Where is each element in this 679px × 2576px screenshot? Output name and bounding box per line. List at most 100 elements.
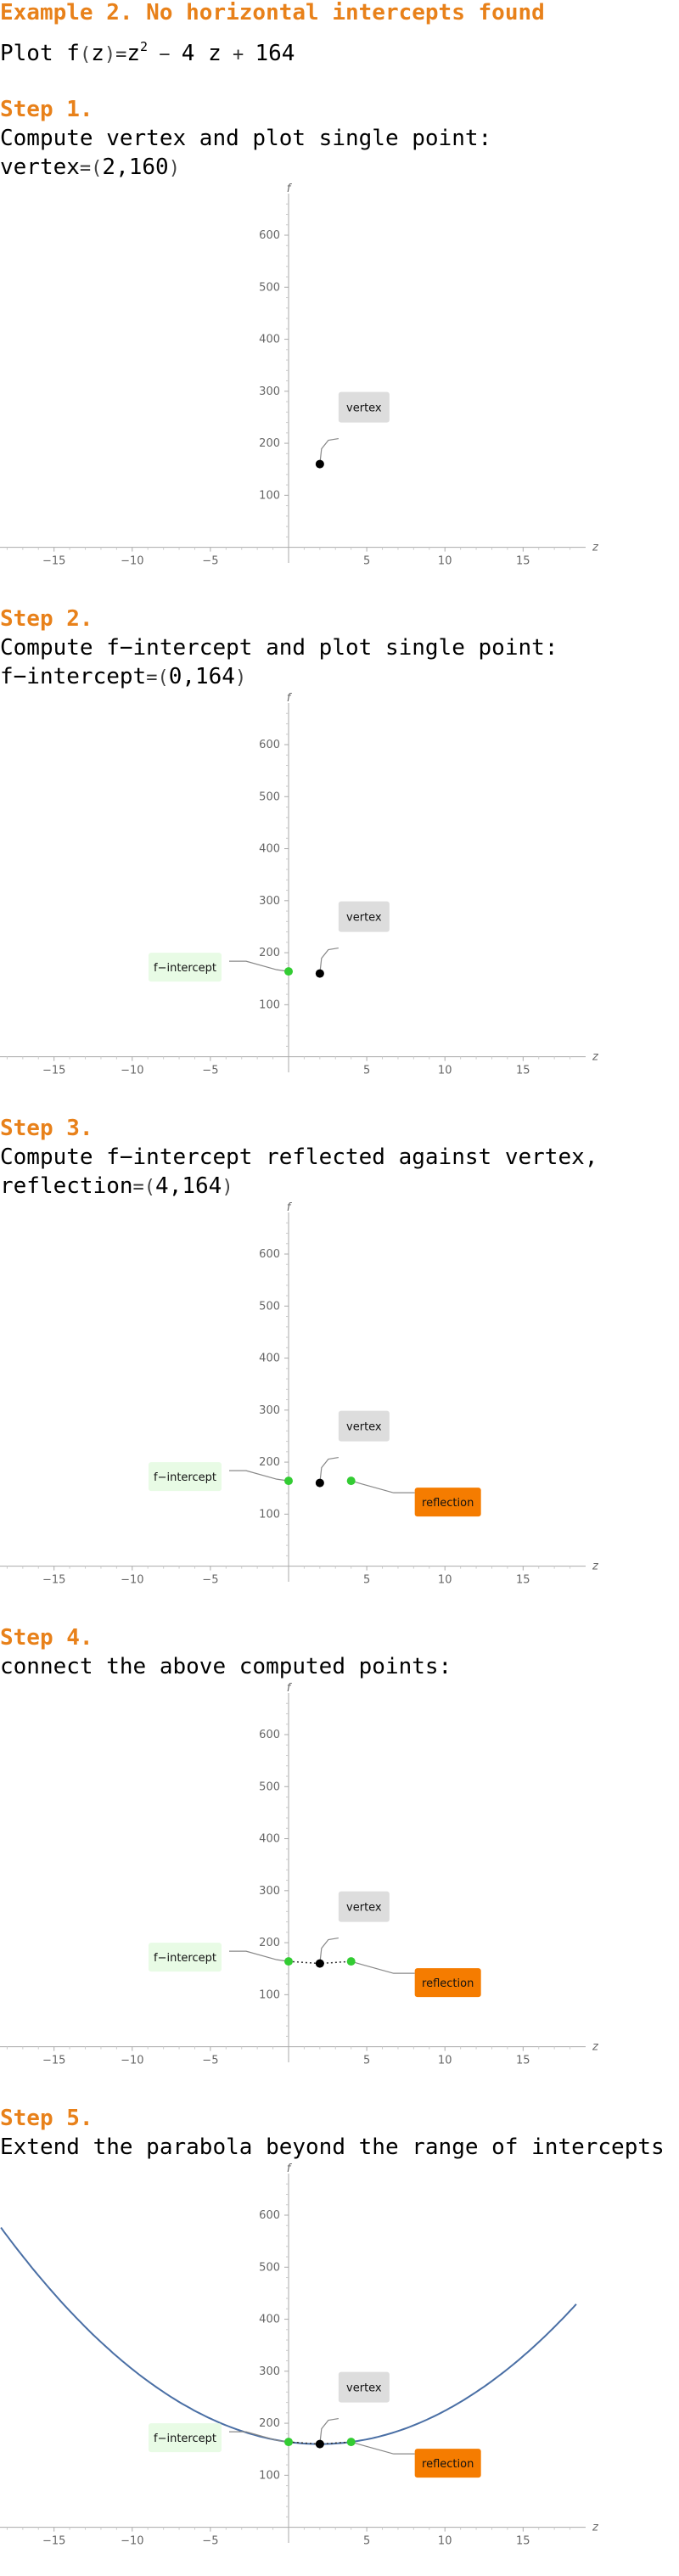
operator-minus: − — [159, 44, 171, 65]
step-4-text: connect the above computed points: — [0, 1654, 452, 1679]
y-tick-label: 300 — [259, 1404, 280, 1417]
x-tick-label: 15 — [516, 1574, 530, 1587]
close-paren: ) — [222, 1177, 233, 1198]
step-3-chart: −15 −10 −5 5 10 15 100 200 300 400 500 600 z f f−inter… — [0, 1201, 599, 1587]
f-intercept-point — [284, 2438, 293, 2447]
y-axis-label: f — [287, 1682, 293, 1695]
vertex-label: vertex — [346, 1902, 382, 1915]
equals-sign: = — [146, 667, 158, 689]
step-5-text: Extend the parabola beyond the range of … — [0, 2134, 665, 2160]
y-tick-label: 200 — [259, 2417, 280, 2430]
y-tick-label: 100 — [259, 489, 280, 502]
term-1-base: z — [126, 41, 140, 66]
step-1-result-value: 2,160 — [102, 155, 169, 180]
x-tick-label: 10 — [438, 2055, 452, 2067]
f-intercept-point — [284, 1957, 293, 1966]
equals-sign: = — [115, 44, 127, 65]
reflection-point — [346, 2438, 356, 2447]
step-1-label: Step 1. — [0, 97, 93, 122]
plot-function-line: Plot f(z)=z2 − 4 z + 164 — [0, 32, 295, 70]
x-tick-label: 10 — [438, 2535, 452, 2548]
y-tick-label: 200 — [259, 1456, 280, 1469]
y-tick-label: 200 — [259, 437, 280, 450]
vertex-label-box — [338, 2371, 390, 2403]
x-tick-label: 15 — [516, 2055, 530, 2067]
reflection-label-box — [414, 2449, 481, 2478]
y-tick-label: 500 — [259, 281, 280, 294]
x-tick-label: −5 — [202, 2055, 218, 2067]
callout-leader — [229, 2431, 289, 2443]
step-5-chart: −15 −10 −5 5 10 15 100 200 300 400 500 600 z f f−inter… — [0, 2163, 599, 2548]
f-intercept-point — [284, 967, 293, 976]
reflection-label-box — [414, 1488, 481, 1517]
y-axis-label: f — [287, 1201, 293, 1214]
f-intercept-point — [284, 1476, 293, 1486]
x-tick-label: −15 — [42, 555, 65, 568]
step-2-chart: −15 −10 −5 5 10 15 100 200 300 400 500 600 z f f−inter… — [0, 692, 599, 1077]
x-tick-label: 5 — [363, 555, 370, 568]
y-tick-label: 500 — [259, 1300, 280, 1313]
x-tick-label: −15 — [42, 2535, 65, 2548]
step-2-result-value: 0,164 — [168, 664, 235, 689]
vertex-label-box — [338, 1891, 390, 1922]
callout-leader — [229, 960, 289, 972]
y-axis-label: f — [287, 2163, 293, 2175]
step-3-label: Step 3. — [0, 1116, 93, 1141]
reflection-label-box — [414, 1968, 481, 1998]
close-paren: ) — [168, 158, 180, 179]
step-1-result-name: vertex — [0, 155, 80, 180]
x-tick-label: −10 — [121, 1065, 143, 1077]
reflection-label: reflection — [422, 2458, 474, 2471]
vertex-label-box — [338, 1410, 390, 1442]
y-tick-label: 600 — [259, 739, 280, 751]
x-tick-label: 15 — [516, 555, 530, 568]
x-tick-label: 10 — [438, 555, 452, 568]
step-3-text: Compute f−intercept reflected against ve… — [0, 1145, 598, 1170]
x-tick-label: 10 — [438, 1574, 452, 1587]
equals-sign: = — [132, 1177, 144, 1198]
callout-leader — [229, 1950, 289, 1962]
y-tick-label: 200 — [259, 947, 280, 959]
y-tick-label: 100 — [259, 1508, 280, 1521]
y-tick-label: 400 — [259, 2314, 280, 2326]
callout-leader — [229, 1470, 289, 1482]
step-4-chart: −15 −10 −5 5 10 15 100 200 300 400 500 600 z f f−inter… — [0, 1682, 599, 2067]
step-2-result-name: f−intercept — [0, 664, 147, 689]
y-tick-label: 600 — [259, 1729, 280, 1741]
x-tick-label: 10 — [438, 1065, 452, 1077]
x-tick-label: −5 — [202, 2535, 218, 2548]
open-paren: ( — [157, 667, 169, 689]
x-axis-label: z — [592, 2522, 599, 2534]
x-tick-label: −10 — [121, 2055, 143, 2067]
f-intercept-label: f−intercept — [154, 1952, 216, 1965]
open-paren: ( — [79, 44, 92, 65]
y-tick-label: 400 — [259, 1833, 280, 1846]
y-tick-label: 300 — [259, 1885, 280, 1898]
step-1-text: Compute vertex and plot single point: — [0, 126, 492, 151]
callout-leader — [319, 1457, 339, 1483]
vertex-point — [315, 1478, 324, 1488]
y-axis-label: f — [287, 692, 293, 705]
x-tick-label: 5 — [363, 1574, 370, 1587]
equals-sign: = — [79, 158, 92, 179]
y-tick-label: 400 — [259, 334, 280, 346]
y-tick-label: 300 — [259, 385, 280, 398]
vertex-label: vertex — [346, 912, 382, 925]
term-1-exponent: 2 — [140, 39, 149, 54]
x-tick-label: −15 — [42, 2055, 65, 2067]
f-intercept-label: f−intercept — [154, 1471, 216, 1484]
reflection-label: reflection — [422, 1497, 474, 1510]
callout-leader — [319, 1938, 339, 1964]
step-2-label: Step 2. — [0, 606, 93, 632]
y-tick-label: 300 — [259, 2365, 280, 2378]
y-tick-label: 100 — [259, 1988, 280, 2001]
x-axis-label: z — [592, 2041, 599, 2054]
step-4-label: Step 4. — [0, 1625, 93, 1651]
vertex-point — [315, 2439, 324, 2449]
x-tick-label: 5 — [363, 2055, 370, 2067]
vertex-label: vertex — [346, 1421, 382, 1434]
vertex-label-box — [338, 901, 390, 932]
reflection-label: reflection — [422, 1977, 474, 1990]
y-tick-label: 600 — [259, 2209, 280, 2222]
callout-leader — [319, 438, 339, 464]
